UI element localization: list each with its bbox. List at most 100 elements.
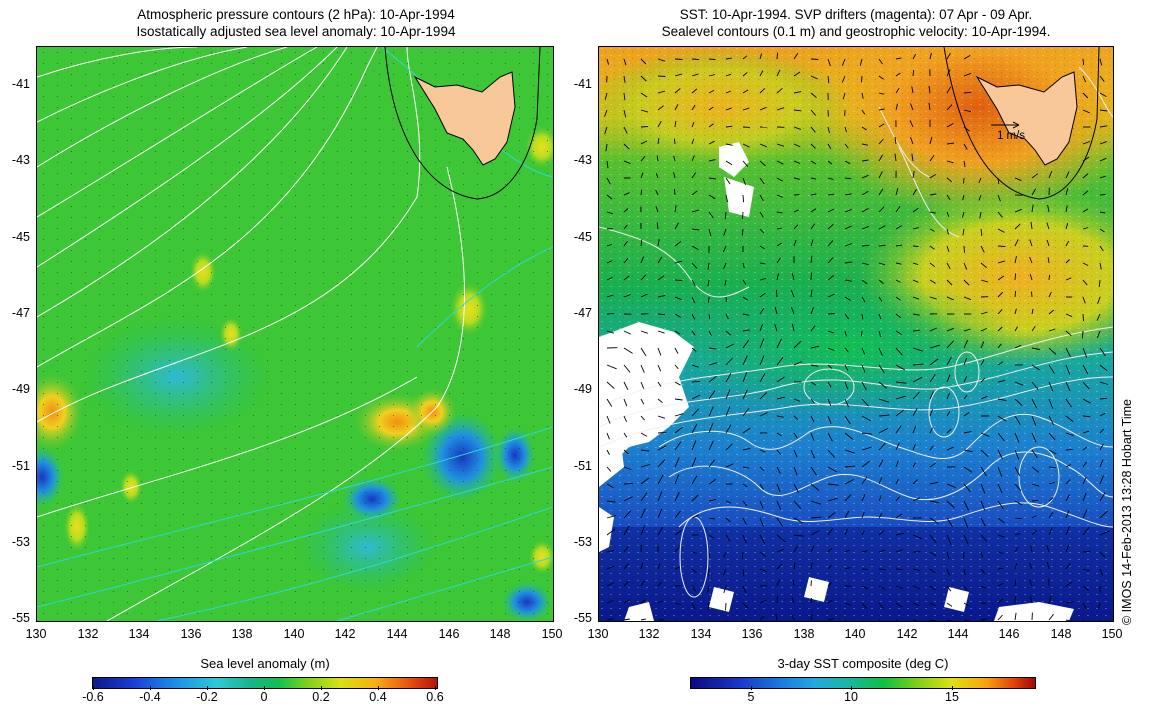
velocity-vector (793, 500, 802, 509)
velocity-vector (895, 206, 901, 213)
velocity-vector (606, 599, 614, 604)
velocity-vector (810, 75, 818, 80)
velocity-vector (827, 193, 835, 196)
velocity-vector (962, 228, 965, 236)
velocity-vector (912, 602, 920, 607)
velocity-vector (1082, 430, 1090, 434)
velocity-vector (946, 500, 955, 509)
velocity-vector (623, 160, 631, 165)
velocity-vector (878, 279, 884, 284)
velocity-vector (708, 228, 712, 237)
velocity-vector (963, 245, 965, 253)
velocity-vector (980, 395, 988, 400)
velocity-vector (674, 398, 683, 401)
velocity-vector (759, 324, 763, 332)
velocity-vector (674, 205, 677, 213)
velocity-vector (708, 74, 716, 77)
velocity-vector (623, 75, 626, 83)
velocity-vector (623, 580, 630, 587)
copyright-notice: © IMOS 14-Feb-2013 13:28 Hobart Time (1120, 399, 1134, 625)
velocity-vector (910, 103, 914, 111)
velocity-vector (708, 313, 711, 320)
lat-label: -51 (11, 459, 30, 473)
velocity-vector (793, 209, 799, 213)
velocity-vector (723, 228, 727, 236)
velocity-vector (640, 492, 648, 502)
velocity-vector (963, 160, 966, 167)
velocity-vector (946, 483, 956, 489)
velocity-vector (759, 517, 764, 527)
velocity-vector (844, 549, 850, 553)
velocity-vector (827, 126, 830, 134)
velocity-vector (725, 534, 731, 542)
velocity-vector (708, 551, 711, 558)
velocity-vector (929, 517, 939, 524)
velocity-vector (810, 160, 817, 165)
velocity-vector (606, 565, 614, 570)
velocity-vector (793, 109, 802, 112)
velocity-vector (708, 517, 715, 520)
velocity-vector (929, 136, 933, 145)
velocity-vector (844, 398, 850, 408)
velocity-vector (1065, 509, 1070, 519)
velocity-vector (742, 194, 745, 203)
velocity-vector (929, 409, 934, 417)
velocity-vector (997, 415, 1007, 422)
velocity-vector (1099, 568, 1104, 576)
velocity-vector (878, 225, 886, 230)
sst-map[interactable]: 1 m/s (598, 46, 1114, 622)
velocity-vector (1082, 313, 1085, 322)
velocity-vector (1048, 291, 1052, 298)
velocity-vector (640, 172, 644, 179)
velocity-vector (963, 143, 968, 150)
velocity-vector (604, 126, 608, 135)
velocity-vector (742, 107, 750, 111)
velocity-vector (707, 568, 710, 576)
velocity-vector (759, 449, 766, 453)
velocity-vector (844, 313, 849, 320)
velocity-vector (776, 338, 782, 349)
velocity-vector (929, 568, 936, 574)
velocity-vector (742, 551, 744, 560)
velocity-vector (759, 262, 766, 265)
sealevel-contours (599, 66, 1113, 598)
velocity-vector (827, 208, 835, 213)
velocity-vector (1082, 296, 1086, 304)
velocity-vector (793, 340, 802, 349)
velocity-vector (674, 73, 683, 77)
velocity-vector (725, 406, 731, 417)
velocity-vector (844, 193, 852, 196)
velocity-vector (723, 262, 727, 269)
lon-label: 130 (25, 627, 47, 641)
velocity-vector (759, 392, 768, 400)
velocity-vector (759, 599, 767, 604)
velocity-vector (1099, 397, 1108, 400)
velocity-vector (1065, 313, 1073, 318)
velocity-vector (861, 296, 866, 303)
velocity-vector (640, 381, 645, 389)
velocity-vector (1098, 602, 1101, 610)
velocity-vector (827, 483, 839, 486)
velocity-vector (708, 423, 714, 434)
velocity-vector (929, 262, 936, 268)
velocity-vector (657, 445, 667, 451)
velocity-vector (878, 244, 886, 247)
velocity-vector (742, 55, 748, 60)
velocity-vector (657, 491, 663, 502)
velocity-vector (878, 58, 883, 65)
velocity-vector (1031, 483, 1040, 487)
velocity-vector (674, 88, 681, 94)
velocity-vector (810, 272, 812, 281)
velocity-vector (1031, 499, 1039, 502)
velocity-vector (640, 347, 647, 357)
velocity-vector (1096, 313, 1101, 321)
velocity-vector (640, 364, 645, 373)
sea-level-anomaly-map[interactable] (36, 46, 554, 622)
velocity-vector (1014, 239, 1019, 247)
velocity-vector (929, 551, 937, 557)
velocity-vector (1014, 177, 1022, 182)
velocity-vector (657, 75, 666, 77)
velocity-vector (606, 58, 610, 65)
velocity-vector (929, 344, 941, 349)
velocity-vector (725, 73, 732, 77)
